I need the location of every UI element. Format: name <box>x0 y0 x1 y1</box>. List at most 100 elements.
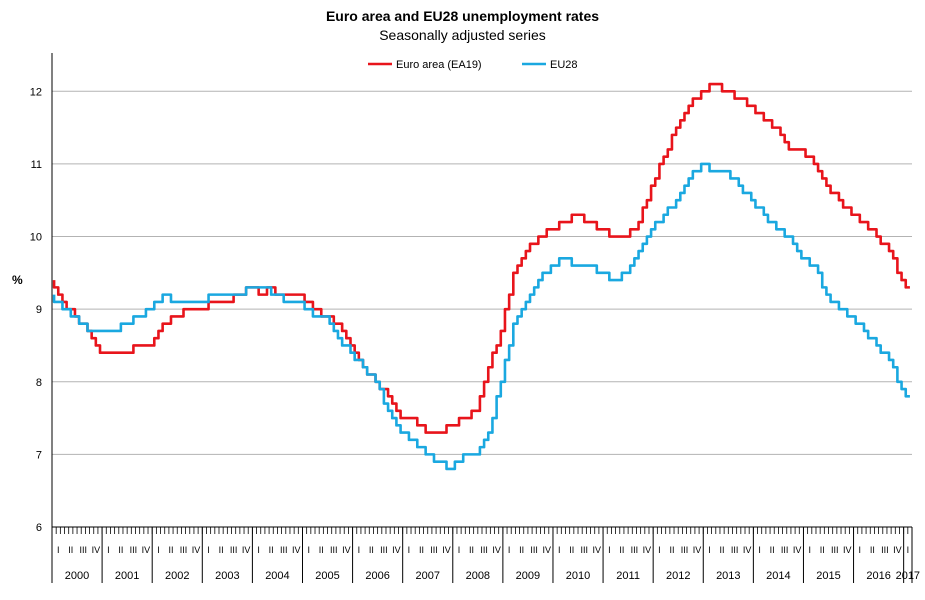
quarter-tick-label: III <box>831 545 839 555</box>
quarter-tick-label: III <box>530 545 538 555</box>
quarter-tick-label: II <box>619 545 624 555</box>
year-label: 2002 <box>165 570 189 582</box>
quarter-tick-label: III <box>280 545 288 555</box>
quarter-tick-label: I <box>207 545 210 555</box>
quarter-tick-label: IV <box>292 545 301 555</box>
quarter-tick-label: II <box>870 545 875 555</box>
quarter-tick-label: I <box>608 545 611 555</box>
legend-label: EU28 <box>550 59 578 71</box>
quarter-tick-label: IV <box>192 545 201 555</box>
chart-title: Euro area and EU28 unemployment rates <box>325 8 600 24</box>
y-tick-label: 10 <box>30 232 42 244</box>
quarter-tick-label: I <box>257 545 260 555</box>
quarter-tick-label: III <box>230 545 238 555</box>
quarter-tick-label: II <box>770 545 775 555</box>
quarter-tick-label: II <box>519 545 524 555</box>
series-line <box>52 82 910 434</box>
quarter-tick-label: IV <box>593 545 602 555</box>
quarter-tick-label: I <box>808 545 811 555</box>
year-label: 2000 <box>65 570 89 582</box>
y-tick-label: 12 <box>30 86 42 98</box>
quarter-tick-label: III <box>180 545 188 555</box>
quarter-tick-label: III <box>80 545 88 555</box>
year-label: 2005 <box>315 570 339 582</box>
year-label: 2011 <box>616 570 640 582</box>
quarter-tick-label: I <box>907 545 910 555</box>
legend: Euro area (EA19) EU28 <box>368 59 578 71</box>
quarter-tick-label: IV <box>893 545 902 555</box>
year-label: 2015 <box>816 570 840 582</box>
gridlines <box>52 90 912 455</box>
quarter-tick-label: II <box>319 545 324 555</box>
quarter-tick-label: I <box>658 545 661 555</box>
y-tick-label: 11 <box>31 159 42 171</box>
quarter-tick-label: III <box>681 545 689 555</box>
quarter-tick-label: IV <box>693 545 702 555</box>
quarter-tick-label: I <box>57 545 60 555</box>
quarter-tick-label: III <box>480 545 488 555</box>
quarter-tick-label: III <box>781 545 789 555</box>
quarter-tick-label: IV <box>442 545 451 555</box>
quarter-tick-label: IV <box>542 545 551 555</box>
y-axis-label: % <box>12 273 23 287</box>
quarter-tick-label: II <box>369 545 374 555</box>
y-tick-label: 7 <box>36 449 42 461</box>
quarter-tick-label: II <box>669 545 674 555</box>
quarter-tick-label: II <box>168 545 173 555</box>
quarter-tick-label: IV <box>392 545 401 555</box>
year-label: 2001 <box>115 570 139 582</box>
quarter-tick-label: I <box>708 545 711 555</box>
quarter-tick-label: III <box>881 545 889 555</box>
year-label: 2007 <box>415 570 439 582</box>
series-lines <box>52 82 910 471</box>
quarter-tick-label: I <box>558 545 561 555</box>
legend-label: Euro area (EA19) <box>396 59 482 71</box>
year-label: 2008 <box>466 570 490 582</box>
quarter-tick-label: II <box>569 545 574 555</box>
quarter-tick-label: III <box>731 545 739 555</box>
quarter-tick-label: II <box>118 545 123 555</box>
year-label: 2013 <box>716 570 740 582</box>
quarter-tick-label: IV <box>142 545 151 555</box>
quarter-tick-label: II <box>820 545 825 555</box>
y-tick-label: 6 <box>36 522 42 534</box>
quarter-tick-label: I <box>859 545 862 555</box>
quarter-tick-label: III <box>631 545 639 555</box>
year-label: 2009 <box>516 570 540 582</box>
year-label: 2010 <box>566 570 590 582</box>
quarter-tick-label: II <box>720 545 725 555</box>
year-label: 2006 <box>365 570 389 582</box>
quarter-tick-label: I <box>307 545 310 555</box>
quarter-tick-label: I <box>107 545 110 555</box>
quarter-tick-label: I <box>408 545 411 555</box>
quarter-tick-label: III <box>380 545 388 555</box>
year-label: 2003 <box>215 570 239 582</box>
quarter-tick-label: II <box>419 545 424 555</box>
quarter-tick-label: IV <box>643 545 652 555</box>
quarter-tick-label: II <box>219 545 224 555</box>
year-label: 2016 <box>866 570 890 582</box>
quarter-tick-label: II <box>68 545 73 555</box>
quarter-tick-label: II <box>469 545 474 555</box>
quarter-tick-label: IV <box>793 545 802 555</box>
quarter-tick-label: I <box>508 545 511 555</box>
quarter-tick-label: IV <box>92 545 101 555</box>
year-label: 2004 <box>265 570 289 582</box>
y-tick-label: 9 <box>36 304 42 316</box>
y-tick-label: 8 <box>36 377 42 389</box>
quarter-tick-label: III <box>330 545 338 555</box>
quarter-tick-label: III <box>130 545 138 555</box>
quarter-tick-label: I <box>157 545 160 555</box>
quarter-tick-label: II <box>269 545 274 555</box>
quarter-tick-label: III <box>430 545 438 555</box>
year-label: 2012 <box>666 570 690 582</box>
year-label: 2014 <box>766 570 790 582</box>
series-line <box>52 162 910 471</box>
quarter-tick-label: IV <box>843 545 852 555</box>
quarter-tick-label: IV <box>743 545 752 555</box>
quarter-tick-label: IV <box>492 545 501 555</box>
year-label: 2017 <box>896 570 920 582</box>
quarter-tick-label: I <box>758 545 761 555</box>
